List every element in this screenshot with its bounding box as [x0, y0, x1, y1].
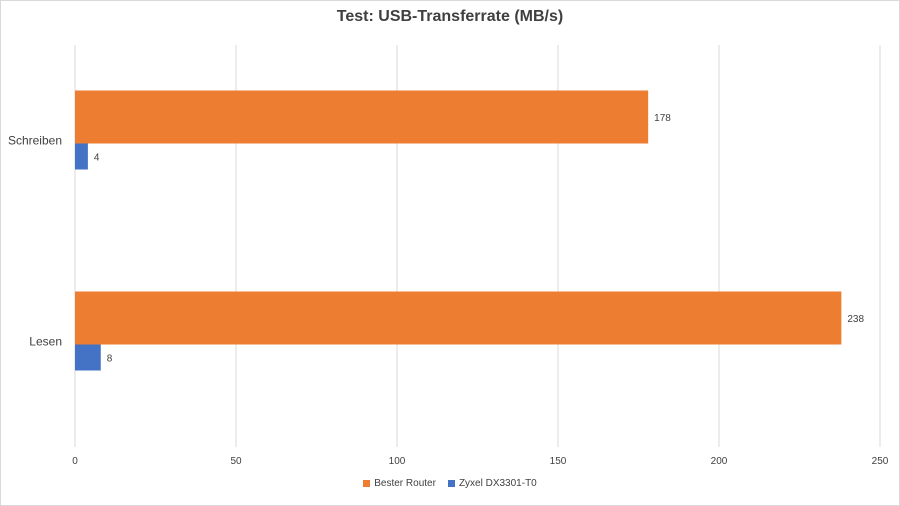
category-label: Lesen: [29, 335, 62, 349]
x-tick-label: 50: [230, 456, 242, 467]
category-label: Schreiben: [8, 134, 62, 148]
legend-label-bester-router: Bester Router: [374, 478, 436, 489]
x-tick-label: 250: [872, 456, 889, 467]
legend: Bester Router Zyxel DX3301-T0: [0, 478, 900, 489]
legend-item-bester-router: Bester Router: [363, 478, 436, 489]
bar: [75, 90, 649, 144]
bar: [75, 291, 842, 345]
data-label: 4: [94, 153, 100, 164]
bar: [75, 143, 88, 170]
data-label: 178: [654, 113, 671, 124]
bar: [75, 344, 101, 371]
x-tick-label: 0: [72, 456, 78, 467]
legend-swatch-zyxel: [447, 480, 455, 487]
data-label: 238: [847, 314, 864, 325]
legend-item-zyxel: Zyxel DX3301-T0: [447, 478, 537, 489]
legend-label-zyxel: Zyxel DX3301-T0: [458, 478, 537, 489]
chart-title: Test: USB-Transferrate (MB/s): [336, 8, 564, 25]
x-tick-label: 200: [711, 456, 728, 467]
legend-swatch-bester-router: [363, 480, 371, 487]
x-tick-label: 100: [389, 456, 406, 467]
data-label: 8: [107, 354, 113, 365]
x-tick-label: 150: [550, 456, 567, 467]
